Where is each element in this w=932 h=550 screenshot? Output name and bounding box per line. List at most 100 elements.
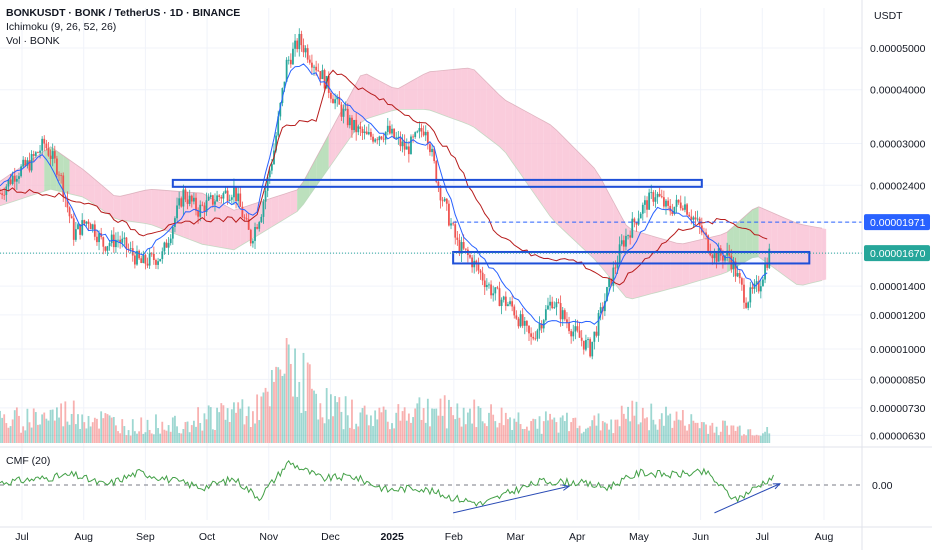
candle [195, 193, 197, 216]
volume-bar [294, 348, 296, 443]
candle-body [258, 222, 261, 229]
volume-bar [452, 415, 455, 443]
candle-body [504, 296, 507, 307]
candle-body [532, 336, 535, 339]
candle [1, 189, 4, 200]
candle-body [521, 314, 524, 326]
cloud-segment [752, 206, 759, 258]
candle-body [150, 253, 153, 255]
candle [625, 228, 627, 251]
candle-body [148, 253, 151, 266]
candle [167, 237, 170, 255]
candle-body [239, 193, 242, 207]
candle [159, 258, 162, 262]
candle-body [410, 136, 412, 155]
cloud-segment [619, 213, 626, 298]
candle [294, 34, 296, 57]
candle [736, 265, 739, 278]
volume-bar [688, 424, 691, 443]
volume-bar [302, 352, 305, 443]
symbol-title[interactable]: BONKUSDT · BONK / TetherUS · 1D · BINANC… [6, 7, 241, 19]
candle [70, 214, 73, 219]
candle [298, 28, 301, 57]
candle-body [412, 136, 414, 138]
candle-body [424, 131, 427, 136]
candle-body [283, 81, 286, 89]
candle [150, 251, 153, 257]
candle [180, 196, 183, 208]
candle-body [96, 236, 98, 243]
cloud-segment [455, 68, 462, 122]
candle [351, 115, 353, 138]
volume-bar [58, 417, 60, 443]
trend-arrow-shaft [453, 485, 570, 514]
candle-body [561, 310, 564, 320]
cloud-segment [170, 190, 178, 235]
candle [374, 138, 377, 143]
candle-body [448, 203, 450, 226]
candle-body [620, 240, 623, 245]
cloud-segment [815, 227, 822, 283]
volume-bar [142, 433, 145, 443]
volume-bar [726, 425, 729, 443]
volume-bar [146, 419, 149, 443]
candle [155, 258, 157, 270]
volume-legend[interactable]: Vol · BONK [6, 35, 60, 47]
volume-bar [450, 406, 452, 443]
leading-span-b [0, 109, 823, 300]
candle-body [22, 159, 25, 167]
candle [403, 134, 406, 156]
candle-body [359, 126, 362, 129]
candle [264, 186, 267, 210]
volume-bar [323, 423, 326, 443]
candle-body [49, 155, 52, 159]
cmf-label[interactable]: CMF (20) [6, 455, 51, 467]
volume-bar [728, 434, 731, 443]
volume-bar [698, 428, 701, 443]
cloud-segment [366, 74, 374, 119]
volume-bar [222, 405, 225, 443]
candle-body [252, 240, 254, 244]
candle [372, 133, 374, 144]
candle-body [633, 218, 636, 223]
candle [389, 120, 391, 135]
volume-bar [117, 431, 119, 443]
volume-bar [66, 421, 69, 443]
candle-body [431, 148, 433, 153]
volume-bar [757, 435, 760, 443]
volume-bar [186, 421, 189, 443]
candle [182, 184, 185, 215]
candle [641, 202, 644, 221]
candle-body [306, 48, 309, 60]
ichimoku-legend[interactable]: Ichimoku (9, 26, 52, 26) [6, 21, 117, 33]
candle-body [47, 148, 50, 156]
candle [74, 222, 77, 242]
volume-bar [100, 411, 103, 443]
candle [740, 276, 743, 291]
candle-body [717, 248, 720, 262]
cloud-segment [733, 220, 740, 269]
candle [245, 213, 248, 221]
candle [707, 234, 710, 253]
volume-bar [140, 417, 143, 443]
candle [523, 316, 526, 335]
candle-body [627, 235, 629, 237]
volume-bar [513, 418, 516, 443]
candle-body [171, 226, 174, 239]
candle [648, 188, 651, 210]
candle [633, 217, 636, 228]
cloud-segment [714, 234, 721, 277]
volume-bar [612, 433, 615, 443]
volume-bar [477, 406, 480, 443]
candle [254, 222, 256, 250]
volume-bar [753, 435, 756, 443]
candle-body [39, 150, 41, 153]
candle-body [18, 176, 20, 179]
candle-body [270, 164, 273, 171]
candle-body [437, 181, 440, 187]
candle-body [757, 281, 760, 292]
volume-bar [705, 424, 707, 443]
candle-body [376, 139, 379, 141]
candle-body [108, 243, 111, 247]
